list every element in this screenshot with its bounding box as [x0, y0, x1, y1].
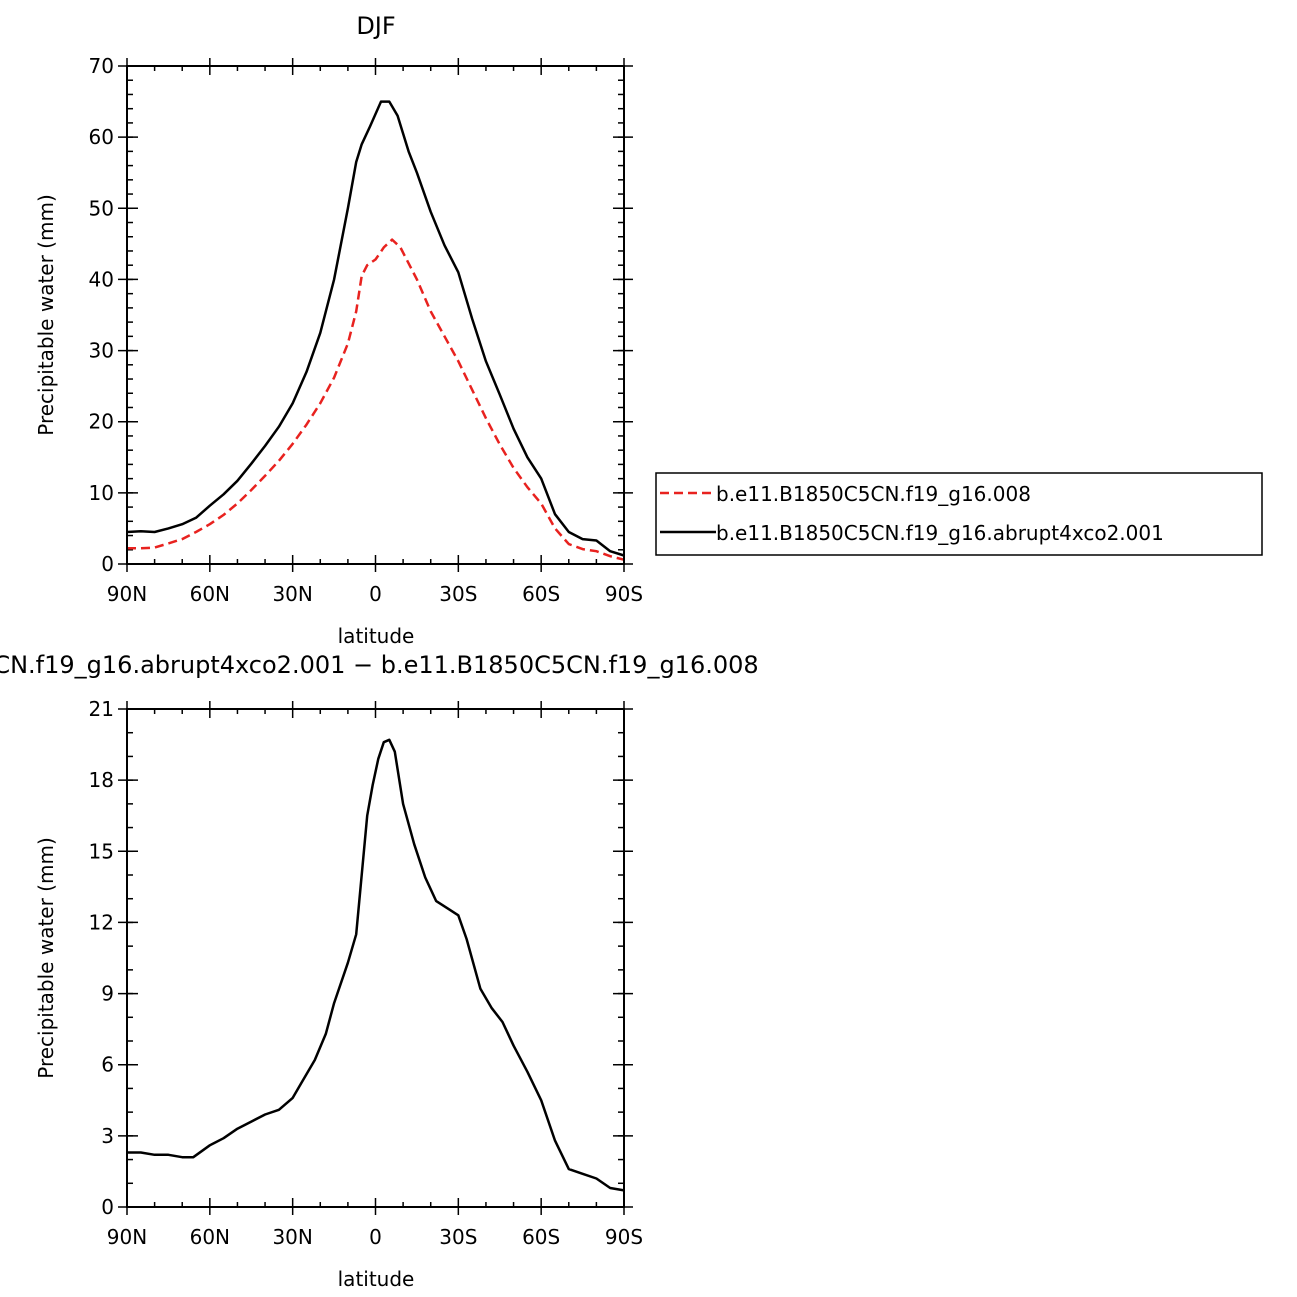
plot-frame	[126, 65, 625, 565]
y-tick-label: 50	[89, 196, 114, 220]
x-axis-label: latitude	[338, 624, 415, 648]
legend-box	[655, 472, 1263, 556]
y-tick-label: 18	[89, 768, 114, 792]
x-tick-label: 60N	[190, 582, 230, 606]
x-tick-label: 0	[369, 1225, 382, 1249]
chart-panel-djf: DJF 90N 60N 30N 0 30S 60S 90S 0 10 20 30 40 50 60 70 l…	[34, 12, 643, 648]
x-tick-label: 0	[369, 582, 382, 606]
series-line-1	[127, 238, 625, 561]
y-axis-label: Precipitable water (mm)	[34, 837, 58, 1079]
y-tick-label: 21	[89, 697, 114, 721]
y-tick-label: 70	[89, 54, 114, 78]
y-tick-label: 0	[101, 552, 114, 576]
x-tick-label: 30S	[439, 1225, 477, 1249]
series-lines	[126, 100, 625, 561]
y-tick-label: 6	[101, 1053, 114, 1077]
y-tick-label: 40	[89, 267, 114, 291]
x-tick-label: 60S	[522, 582, 560, 606]
chart-title: DJF	[356, 12, 395, 40]
y-tick-label: 20	[89, 410, 114, 434]
x-axis-label: latitude	[338, 1267, 415, 1291]
chart-panel-difference: CN.f19_g16.abrupt4xco2.001 − b.e11.B1850…	[0, 651, 759, 1291]
axis-ticks: 90N 60N 30N 0 30S 60S 90S 0 3 6 9 12 15 18 21	[89, 697, 644, 1249]
legend-label-control: b.e11.B1850C5CN.f19_g16.008	[716, 482, 1031, 506]
y-axis-label: Precipitable water (mm)	[34, 194, 58, 436]
y-tick-label: 15	[89, 839, 114, 863]
y-tick-label: 60	[89, 125, 114, 149]
series-line-1	[127, 738, 625, 1192]
legend: b.e11.B1850C5CN.f19_g16.008 b.e11.B1850C…	[655, 472, 1263, 556]
x-tick-label: 30S	[439, 582, 477, 606]
x-tick-label: 60N	[190, 1225, 230, 1249]
series-lines	[127, 738, 625, 1192]
y-tick-label: 0	[101, 1195, 114, 1219]
series-line-2	[126, 100, 625, 557]
x-tick-label: 30N	[272, 1225, 312, 1249]
x-tick-label: 30N	[272, 582, 312, 606]
plot-frame	[126, 708, 625, 1208]
y-tick-label: 12	[89, 910, 114, 934]
x-tick-label: 90S	[605, 1225, 643, 1249]
x-tick-label: 90N	[107, 582, 147, 606]
x-tick-label: 60S	[522, 1225, 560, 1249]
y-tick-label: 3	[101, 1124, 114, 1148]
legend-label-abrupt4xco2: b.e11.B1850C5CN.f19_g16.abrupt4xco2.001	[716, 521, 1164, 545]
x-tick-label: 90S	[605, 582, 643, 606]
x-tick-label: 90N	[107, 1225, 147, 1249]
y-tick-label: 9	[101, 982, 114, 1006]
chart-title: CN.f19_g16.abrupt4xco2.001 − b.e11.B1850…	[0, 651, 759, 679]
y-tick-label: 10	[89, 481, 114, 505]
y-tick-label: 30	[89, 339, 114, 363]
